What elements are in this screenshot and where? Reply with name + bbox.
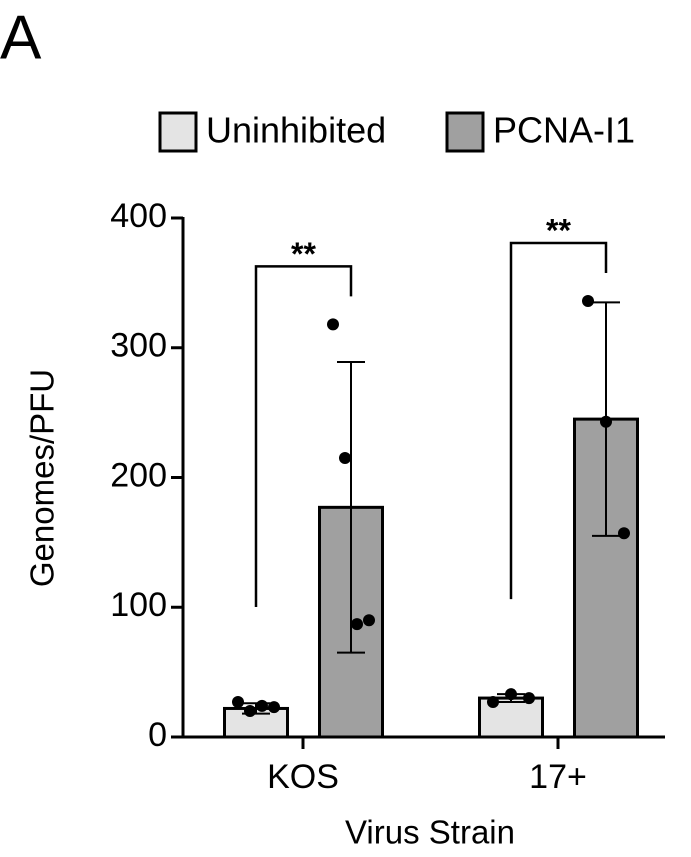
significance-label: ** [291, 236, 316, 272]
y-tick-label: 200 [110, 456, 167, 494]
legend-swatch [158, 111, 198, 153]
y-tick-label: 300 [110, 327, 167, 365]
data-point [487, 695, 499, 708]
data-point [256, 699, 268, 712]
data-point [505, 688, 517, 701]
panel-label: A [0, 3, 42, 72]
legend-label: PCNA-I1 [493, 110, 635, 151]
legend-label: Uninhibited [206, 110, 386, 151]
legend-swatch [445, 111, 485, 153]
significance-bracket [509, 241, 608, 600]
y-tick-label: 0 [148, 716, 167, 754]
data-point [523, 692, 535, 705]
data-point [618, 527, 630, 540]
data-point [600, 415, 612, 428]
y-tick-label: 400 [110, 197, 167, 235]
data-point [244, 705, 256, 718]
data-point [327, 318, 339, 331]
y-tick-label: 100 [110, 586, 167, 624]
data-point [363, 614, 375, 627]
data-point [268, 701, 280, 714]
x-tick-label: 17+ [529, 758, 587, 796]
data-point [339, 452, 351, 465]
data-point [582, 295, 594, 308]
significance-label: ** [546, 212, 571, 248]
y-axis-title: Genomes/PFU [24, 369, 61, 587]
data-point [232, 695, 244, 708]
significance-bracket [254, 265, 353, 607]
x-axis-title: Virus Strain [345, 814, 515, 851]
data-point [351, 618, 363, 631]
x-tick-label: KOS [267, 758, 339, 796]
